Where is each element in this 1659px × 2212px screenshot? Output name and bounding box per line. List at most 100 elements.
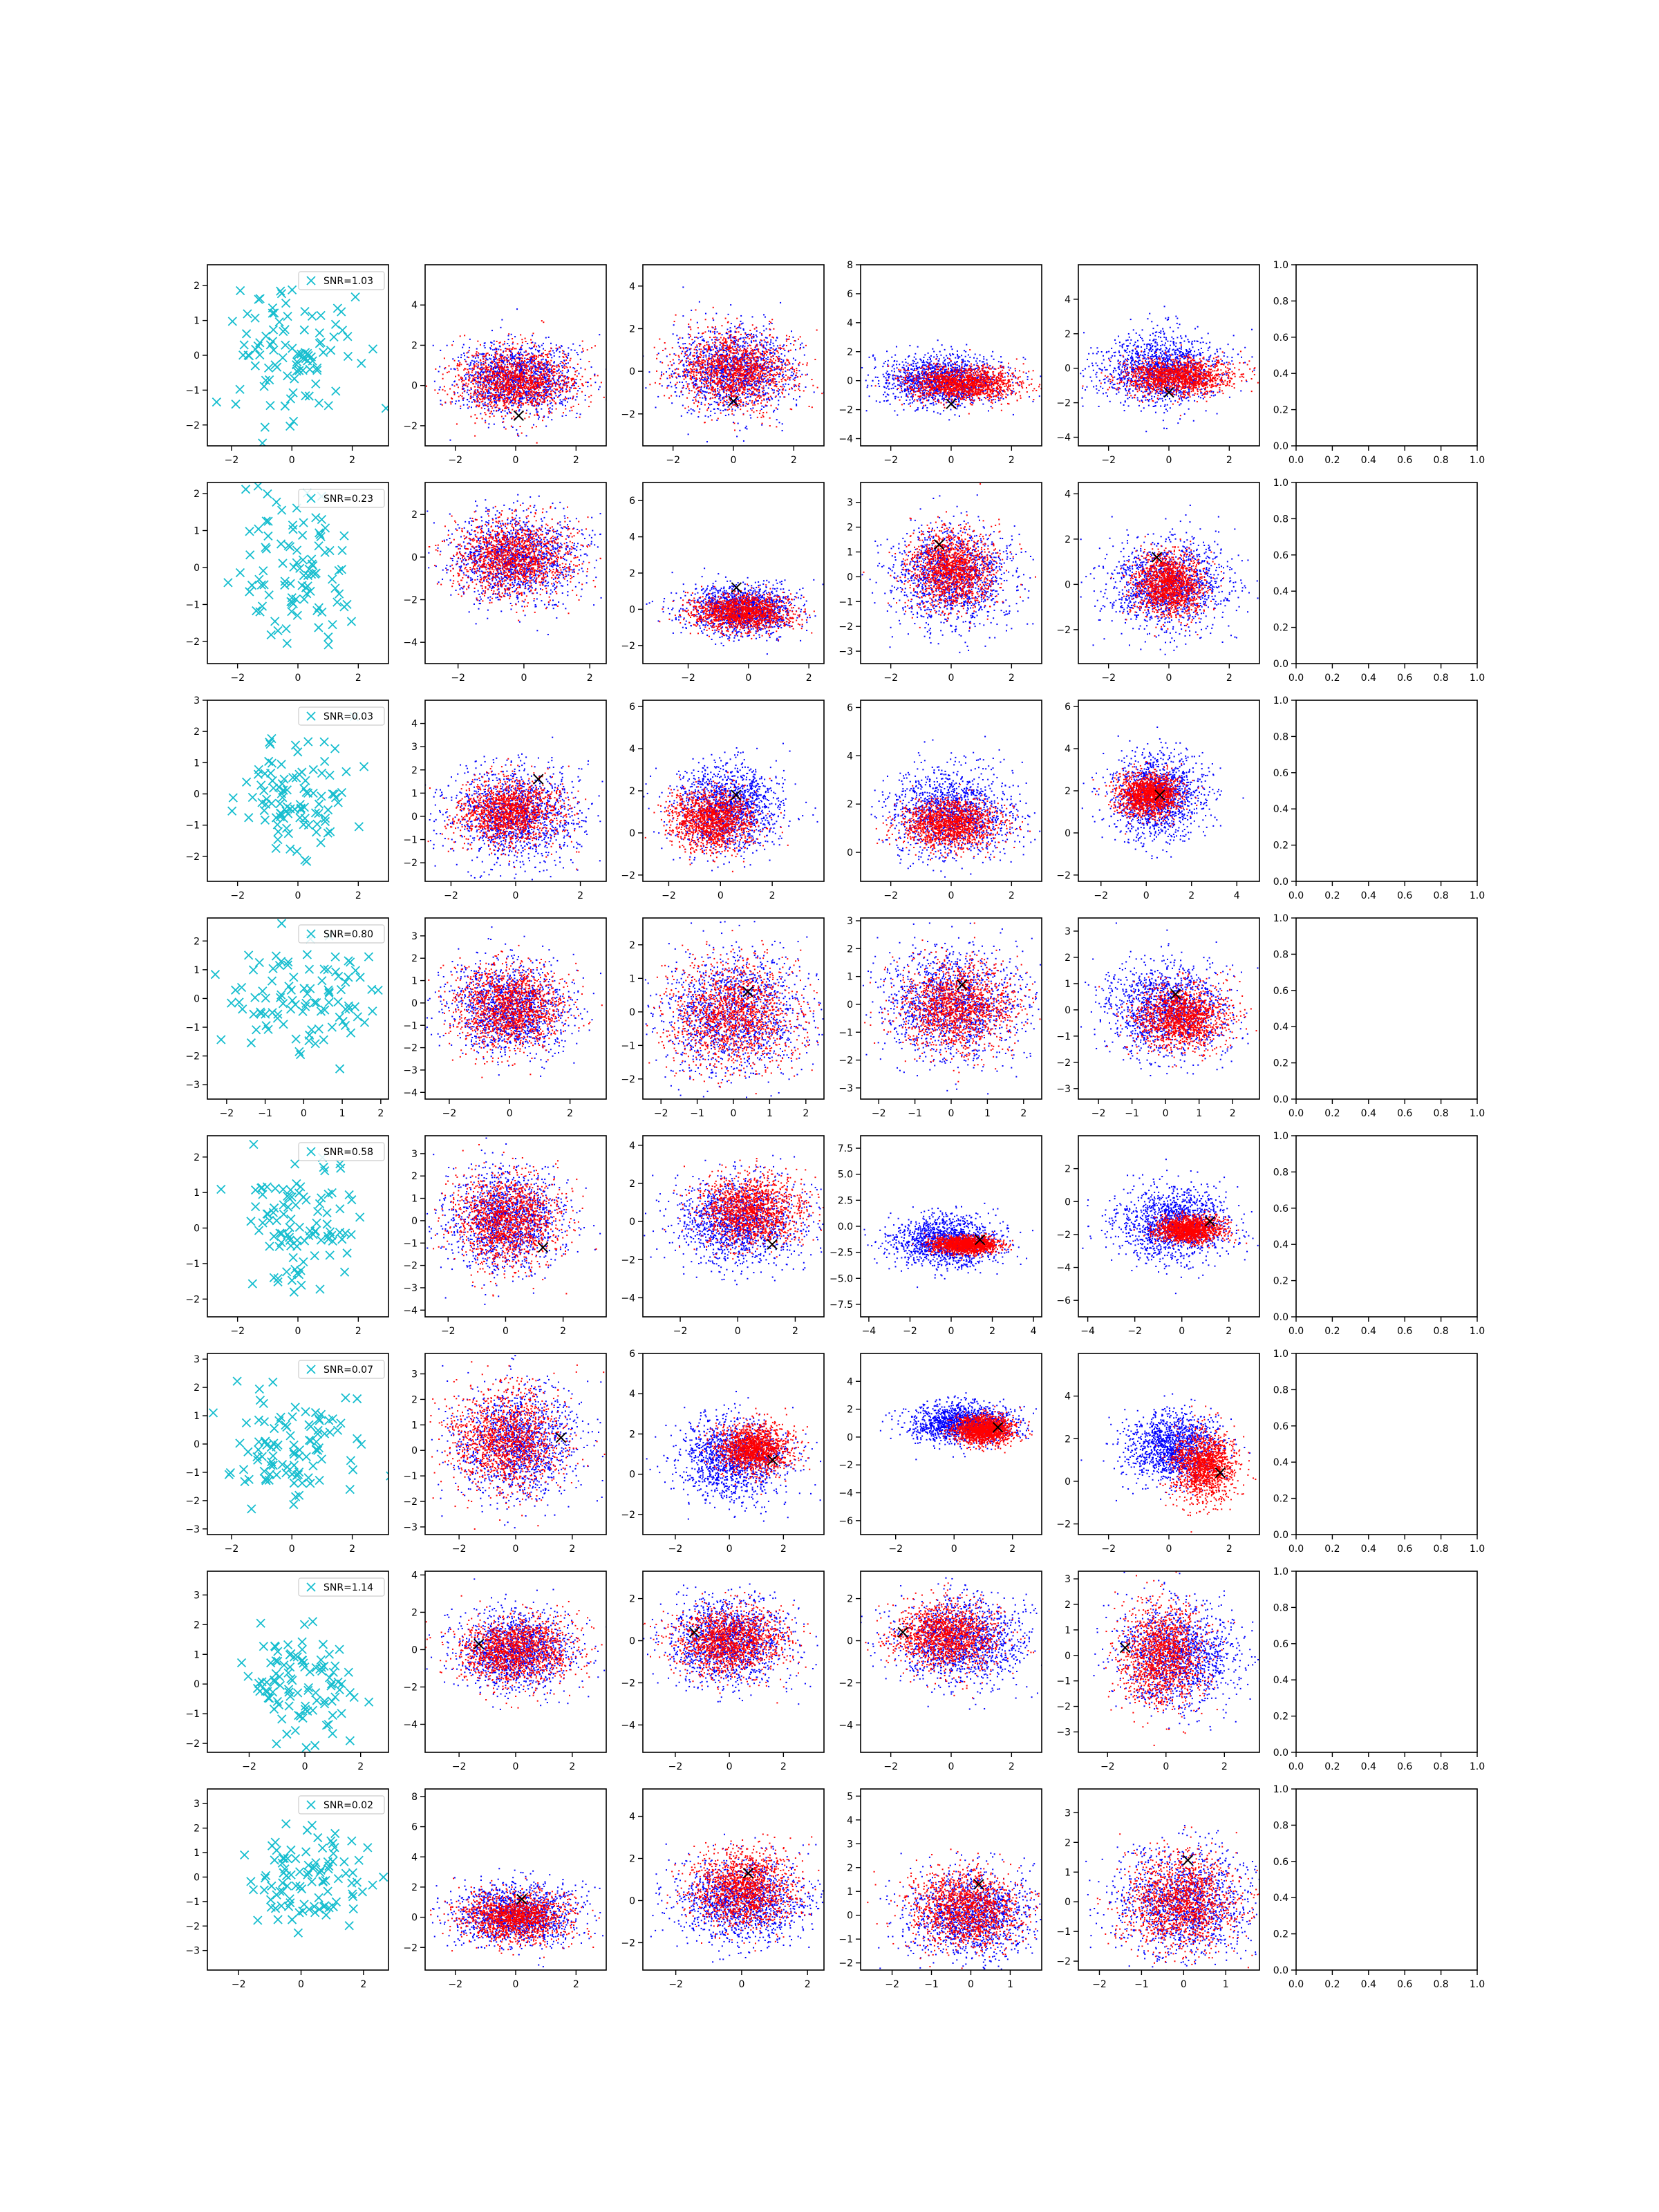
- scatter-point: [494, 367, 496, 368]
- scatter-point: [532, 427, 533, 429]
- scatter-point: [568, 397, 569, 399]
- scatter-point: [740, 315, 742, 317]
- scatter-point: [545, 393, 547, 395]
- scatter-point: [497, 353, 498, 355]
- scatter-point: [574, 387, 576, 388]
- scatter-point: [713, 349, 714, 350]
- scatter-point: [459, 362, 460, 364]
- scatter-point: [543, 369, 544, 371]
- scatter-point: [590, 385, 592, 386]
- scatter-point: [734, 326, 735, 327]
- scatter-point: [516, 381, 518, 382]
- scatter-point: [684, 379, 685, 380]
- scatter-point: [794, 390, 796, 391]
- scatter-point: [814, 391, 815, 393]
- scatter-point: [579, 417, 581, 418]
- scatter-point: [671, 402, 673, 404]
- scatter-point: [730, 331, 731, 332]
- scatter-point: [473, 363, 474, 364]
- scatter-point: [529, 347, 530, 348]
- scatter-point: [699, 409, 700, 410]
- scatter-point: [486, 375, 487, 376]
- scatter-point: [505, 429, 507, 430]
- scatter-point: [800, 344, 801, 346]
- scatter-point: [517, 433, 518, 435]
- scatter-point: [725, 409, 727, 411]
- scatter-point: [782, 430, 783, 431]
- scatter-point: [555, 386, 556, 387]
- scatter-point: [759, 397, 760, 399]
- scatter-point: [551, 373, 552, 375]
- scatter-point: [785, 367, 786, 368]
- scatter-point: [521, 366, 522, 367]
- scatter-point: [542, 364, 543, 366]
- scatter-point: [501, 362, 503, 363]
- scatter-point: [508, 384, 509, 385]
- scatter-point: [700, 351, 702, 353]
- scatter-point: [760, 357, 761, 358]
- scatter-point: [484, 404, 485, 405]
- scatter-point: [474, 400, 475, 402]
- scatter-point: [567, 402, 568, 403]
- scatter-point: [745, 393, 747, 394]
- scatter-point: [493, 371, 494, 372]
- x-point: [344, 332, 352, 341]
- scatter-point: [569, 387, 570, 388]
- scatter-point: [722, 398, 724, 400]
- scatter-point: [778, 393, 780, 394]
- scatter-point: [764, 377, 765, 379]
- scatter-point: [458, 360, 460, 362]
- scatter-point: [765, 393, 767, 394]
- scatter-point: [508, 379, 509, 380]
- scatter-point: [545, 389, 547, 391]
- scatter-point: [537, 368, 538, 370]
- scatter-point: [449, 371, 450, 373]
- scatter-point: [741, 350, 742, 351]
- scatter-point: [739, 346, 740, 348]
- scatter-point: [521, 373, 522, 374]
- scatter-point: [738, 406, 739, 408]
- scatter-point: [555, 395, 556, 396]
- scatter-point: [451, 344, 453, 346]
- scatter-point: [703, 353, 704, 354]
- scatter-point: [719, 348, 720, 349]
- scatter-point: [798, 370, 800, 371]
- scatter-point: [798, 363, 799, 364]
- scatter-point: [490, 341, 491, 343]
- scatter-point: [457, 369, 458, 371]
- scatter-point: [449, 440, 451, 441]
- scatter-point: [674, 321, 675, 322]
- scatter-point: [717, 408, 718, 409]
- scatter-point: [509, 398, 510, 400]
- scatter-point: [695, 400, 697, 402]
- scatter-point: [691, 364, 692, 365]
- scatter-point: [709, 371, 710, 373]
- scatter-point: [734, 391, 735, 392]
- scatter-point: [506, 370, 507, 371]
- scatter-point: [756, 394, 758, 395]
- scatter-point: [688, 360, 689, 362]
- scatter-point: [528, 400, 529, 401]
- scatter-point: [747, 378, 749, 379]
- scatter-point: [645, 387, 646, 388]
- scatter-point: [722, 397, 723, 398]
- scatter-point: [511, 366, 512, 368]
- scatter-point: [471, 381, 473, 382]
- scatter-point: [463, 388, 465, 389]
- scatter-point: [467, 386, 468, 387]
- scatter-point: [514, 336, 516, 337]
- scatter-point: [519, 355, 521, 356]
- series-red-points: [417, 320, 609, 444]
- scatter-point: [746, 403, 747, 404]
- scatter-point: [509, 375, 511, 376]
- scatter-point: [516, 403, 517, 404]
- scatter-point: [459, 366, 460, 367]
- scatter-point: [525, 402, 526, 404]
- scatter-point: [419, 372, 420, 373]
- scatter-point: [543, 353, 544, 354]
- scatter-point: [703, 339, 704, 340]
- scatter-point: [494, 375, 496, 376]
- x-point: [236, 286, 245, 294]
- scatter-point: [538, 371, 539, 372]
- scatter-point: [461, 381, 462, 382]
